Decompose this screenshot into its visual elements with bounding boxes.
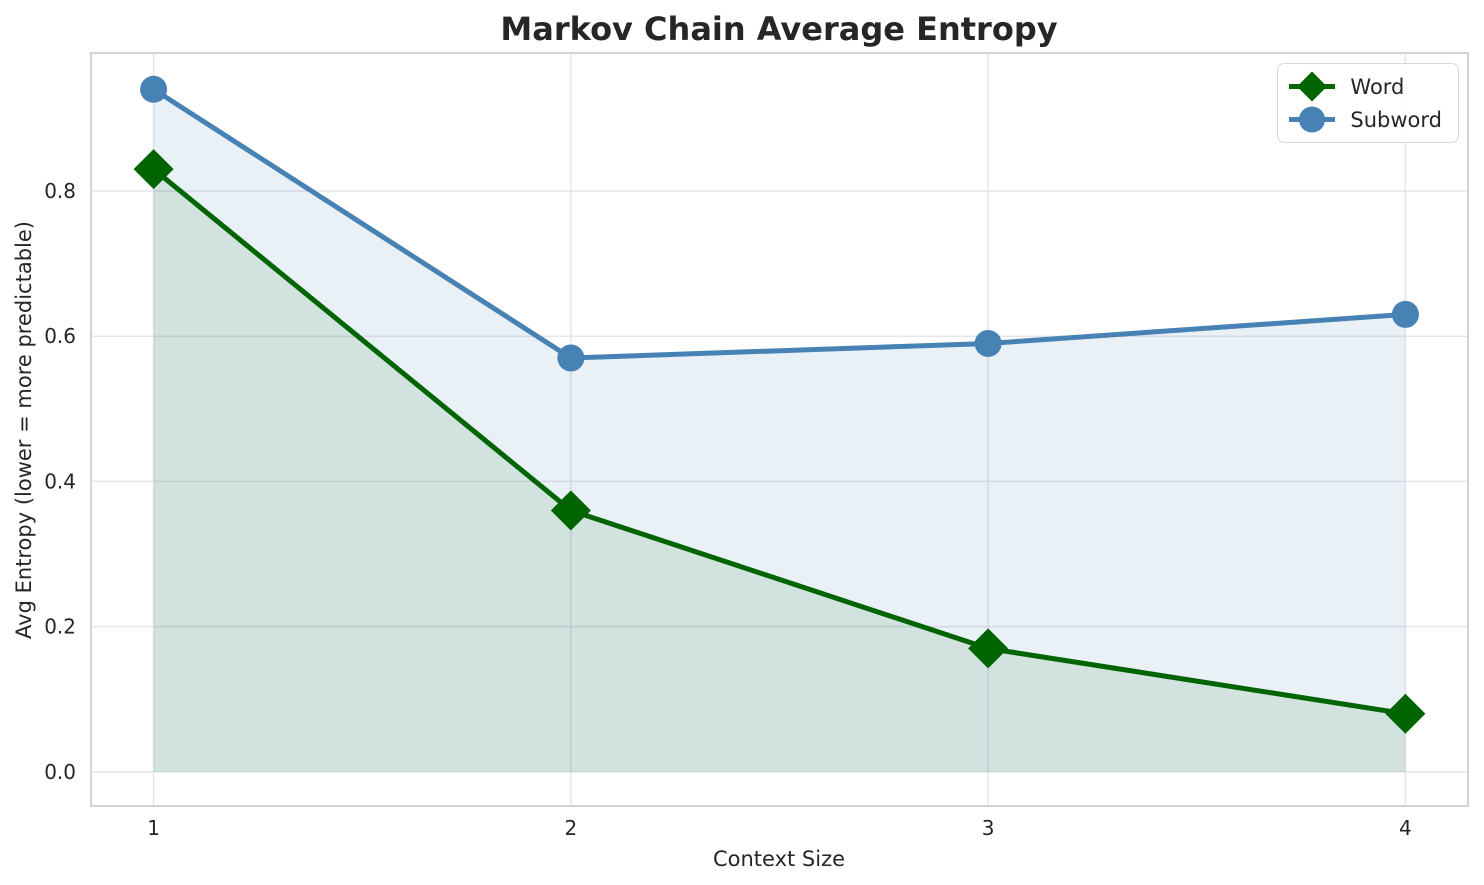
axes-frame <box>90 52 1469 807</box>
subword-data-point <box>974 329 1002 357</box>
subword-line <box>151 86 1408 361</box>
subword-area-fill <box>153 89 1406 772</box>
y-tick-label: 0.6 <box>44 324 76 348</box>
word-data-point <box>1385 693 1426 734</box>
legend-label-subword: Subword <box>1350 107 1442 132</box>
word-data-point <box>133 149 174 190</box>
legend-label-word: Word <box>1350 74 1405 99</box>
x-axis-label: Context Size <box>712 847 846 871</box>
x-tick-label: 2 <box>564 816 577 840</box>
y-axis-label: Avg Entropy (lower = more predictable) <box>12 221 36 639</box>
word-legend-marker-icon <box>1289 71 1336 102</box>
word-data-point <box>968 628 1009 669</box>
plot-area <box>91 53 1468 806</box>
word-line <box>151 166 1408 717</box>
subword-legend-marker-icon <box>1289 106 1336 133</box>
subword-data-point <box>557 344 585 372</box>
legend-item-subword: Subword <box>1286 104 1442 135</box>
y-tick-label: 0.2 <box>44 615 76 639</box>
subword-data-point <box>140 75 168 103</box>
y-tick-label: 0.4 <box>44 469 76 493</box>
legend-item-word: Word <box>1286 71 1442 102</box>
y-tick-label: 0.0 <box>44 760 76 784</box>
x-tick-label: 3 <box>982 816 995 840</box>
word-data-point <box>550 490 591 531</box>
word-area-fill <box>153 169 1406 772</box>
x-tick-label: 1 <box>147 816 160 840</box>
subword-data-point <box>1391 300 1419 328</box>
y-tick-label: 0.8 <box>44 179 76 203</box>
chart-title: Markov Chain Average Entropy <box>500 10 1058 48</box>
legend: Word Subword <box>1277 63 1459 143</box>
x-tick-label: 4 <box>1399 816 1412 840</box>
